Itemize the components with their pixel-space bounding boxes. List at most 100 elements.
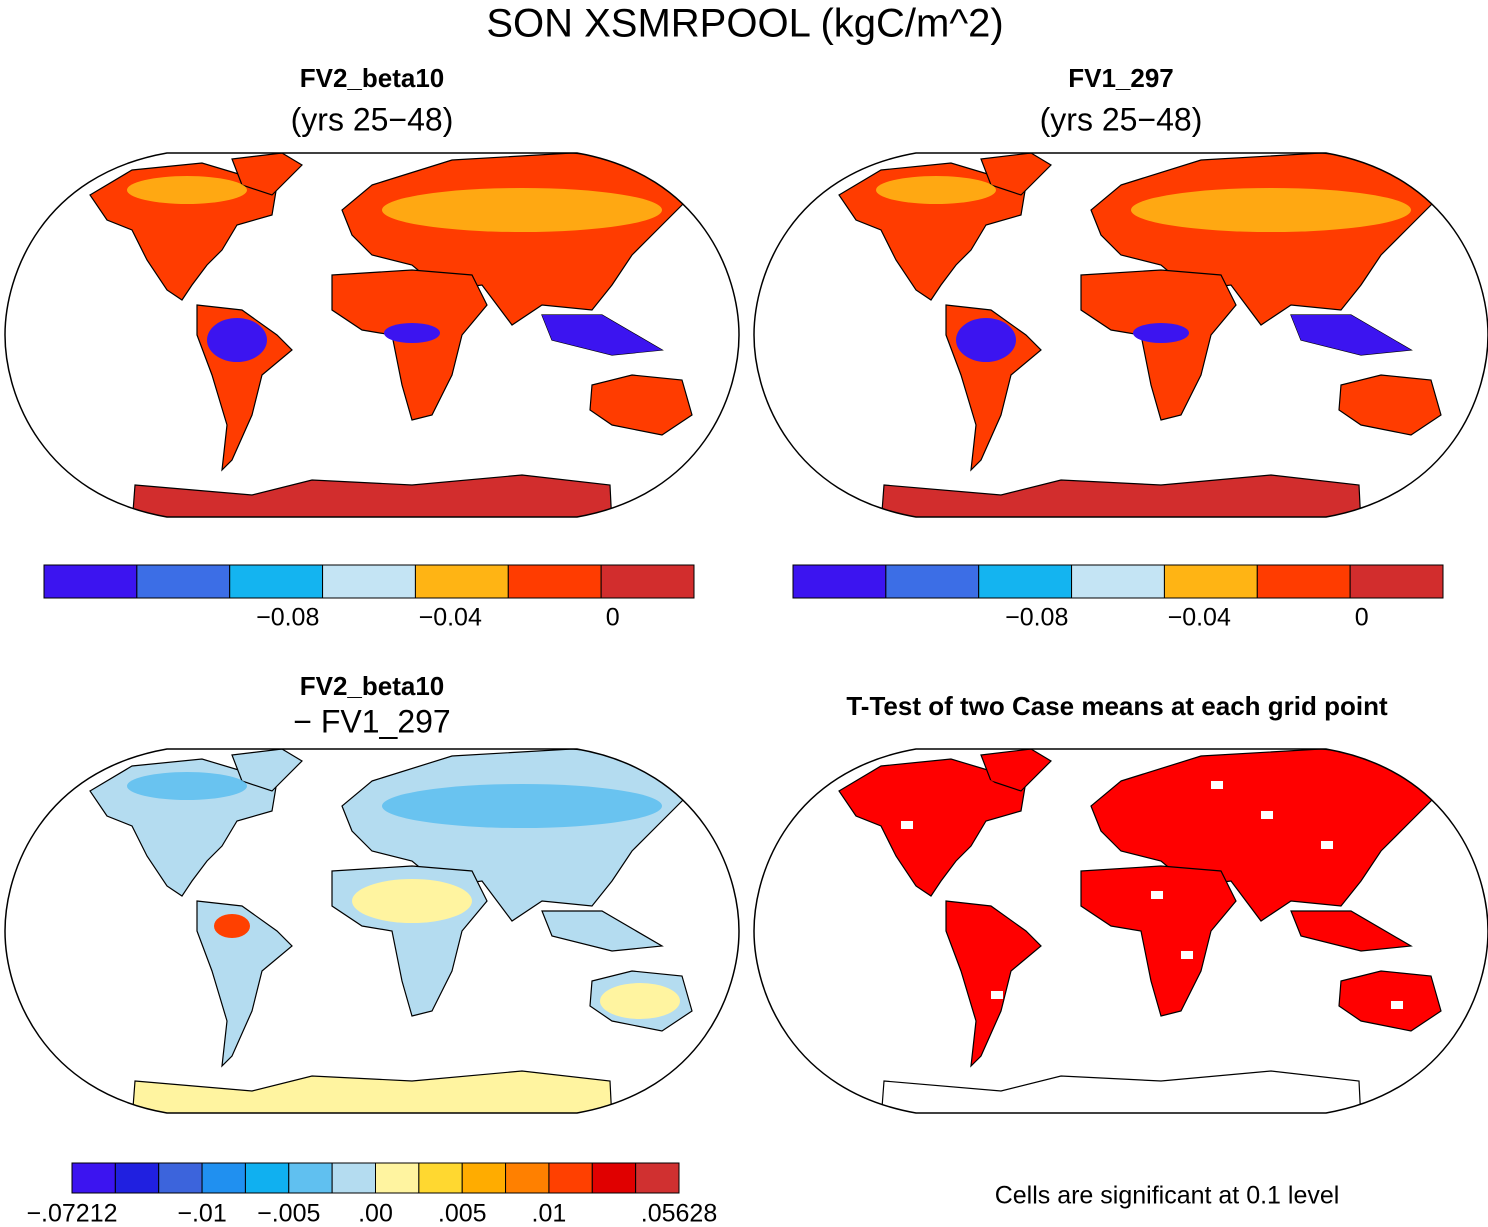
land [541,910,664,952]
insignificant-cell [1321,841,1333,849]
land [231,749,303,792]
land-zone [1133,323,1189,343]
land-zone [956,318,1016,362]
land-zone [214,914,250,938]
map-outline [753,748,1488,1114]
colorbar-box [201,1162,246,1194]
colorbar-box [635,1162,680,1194]
insignificant-cell [1151,891,1163,899]
panel-title: FV1_297 [1068,63,1174,93]
colorbar-box [244,1162,290,1194]
insignificant-cell [1391,1001,1403,1009]
colorbar-tick-label: −0.04 [419,604,482,632]
panel-note: Cells are significant at 0.1 level [995,1182,1340,1210]
colorbar-box [375,1162,420,1194]
panel-title: T-Test of two Case means at each grid po… [846,691,1388,721]
land [1290,910,1413,952]
colorbar-box [885,564,980,599]
colorbar-box [591,1162,637,1194]
map-land [89,749,693,1113]
map-land [838,153,1442,517]
colorbar-tick-label: −0.04 [1168,604,1231,632]
land [1080,865,1237,1017]
colorbar-box [331,1162,376,1194]
panel-title: FV2_beta10 [300,63,445,93]
map-land [89,153,693,517]
map-outline [753,152,1488,518]
map [753,152,1488,518]
map [4,748,740,1114]
land [331,269,488,421]
insignificant-cell [1181,951,1193,959]
land-zone [542,315,662,355]
map [753,748,1488,1114]
colorbar-box [418,1162,463,1194]
colorbar-box [288,1162,333,1194]
land-zone [876,176,996,204]
colorbar-tick-label: −0.08 [256,604,319,632]
land-zone [207,318,267,362]
land [196,900,293,1068]
land [880,1070,1362,1113]
land [1338,970,1442,1032]
colorbar-tick-label: .005 [438,1200,487,1227]
colorbar-box [229,564,324,599]
map-land [838,749,1442,1113]
figure-title: SON XSMRPOOL (kgC/m^2) [486,2,1003,46]
land [980,749,1052,792]
land [980,153,1052,196]
colorbar-box [136,564,231,599]
colorbar-box [505,1162,550,1194]
colorbar-box [43,564,138,599]
land-zone [352,879,472,923]
colorbar-tick-label: −0.08 [1005,604,1068,632]
colorbar-tick-label: .00 [358,1200,393,1227]
colorbar-box [114,1162,160,1194]
colorbar-box [322,564,416,599]
colorbar-tick-label: .01 [532,1200,567,1227]
panel-subtitle: − FV1_297 [293,703,450,739]
colorbar-box [1349,564,1444,599]
land [1338,374,1442,436]
map [4,152,740,518]
map-outline [4,152,740,518]
land-zone [600,983,680,1019]
land-zone [1131,784,1411,828]
colorbar-box [1071,564,1165,599]
land-zone [384,323,440,343]
colorbar-box [158,1162,203,1194]
panel-subtitle: (yrs 25−48) [291,101,454,137]
panel-subtitle: (yrs 25−48) [1040,101,1203,137]
colorbar-tick-label: −.07212 [26,1200,117,1227]
land-zone [127,772,247,800]
map-outline [4,748,740,1114]
insignificant-cell [1211,781,1223,789]
colorbar-box [507,564,602,599]
colorbar-box [978,564,1073,599]
land-zone [127,176,247,204]
colorbar-box [414,564,509,599]
land [1080,269,1237,421]
land-zone [876,772,996,800]
land [131,1070,613,1113]
land-zone [1291,315,1411,355]
colorbar-box [1163,564,1258,599]
colorbar-tick-label: −.01 [177,1200,226,1227]
insignificant-cell [971,871,983,879]
colorbar-box [548,1162,593,1194]
panel-title: FV2_beta10 [300,671,445,701]
land [945,900,1042,1068]
insignificant-cell [1261,811,1273,819]
land [231,153,303,196]
colorbar-tick-label: 0 [1355,604,1369,632]
colorbar-box [1256,564,1351,599]
colorbar-box [71,1162,116,1194]
insignificant-cell [991,991,1003,999]
land [131,474,613,517]
land-zone [382,188,662,232]
colorbar-box [461,1162,507,1194]
land-zone [1131,188,1411,232]
land-zone [382,784,662,828]
colorbar-tick-label: −.005 [257,1200,320,1227]
